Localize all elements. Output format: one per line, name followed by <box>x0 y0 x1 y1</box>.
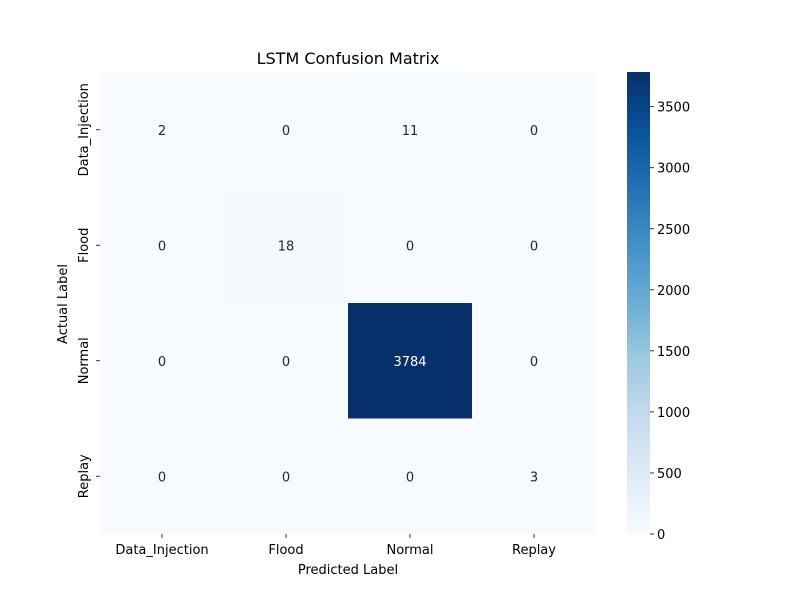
cell-value-label: 0 <box>158 470 166 485</box>
colorbar-tick-label: 3000 <box>657 162 690 177</box>
heatmap-cell <box>472 303 597 419</box>
cell-value-label: 0 <box>158 239 166 254</box>
colorbar-tick-label: 1500 <box>657 345 690 360</box>
colorbar <box>627 72 650 534</box>
cell-value-label: 3 <box>530 470 538 485</box>
heatmap-cell <box>348 72 473 188</box>
heatmap-cell <box>224 187 349 304</box>
y-tick-label: Replay <box>77 454 92 498</box>
cell-value-label: 0 <box>282 470 290 485</box>
colorbar-tick-label: 2000 <box>657 284 690 299</box>
cell-value-label: 0 <box>530 124 538 139</box>
heatmap-cell <box>472 72 597 188</box>
cell-value-label: 11 <box>402 124 419 139</box>
x-axis-label: Predicted Label <box>298 563 398 578</box>
x-tick-label: Replay <box>512 543 556 558</box>
colorbar-tick-label: 1000 <box>657 406 690 421</box>
x-tick-label: Flood <box>268 543 303 558</box>
heatmap-cell <box>100 303 225 419</box>
heatmap-cell <box>224 418 349 535</box>
cell-value-label: 18 <box>278 239 295 254</box>
y-tick-label: Data_Injection <box>77 83 92 176</box>
heatmap-cell <box>472 418 597 535</box>
x-tick-label: Normal <box>386 543 433 558</box>
heatmap-cells <box>100 72 597 535</box>
cell-value-label: 0 <box>406 239 414 254</box>
heatmap-cell <box>100 187 225 304</box>
colorbar-ticks: 0 500 1000 1500 2000 2500 3000 3500 <box>650 101 690 543</box>
heatmap-cell <box>348 418 473 535</box>
colorbar-tick-label: 500 <box>657 467 682 482</box>
x-tick-label: Data_Injection <box>115 543 208 558</box>
y-tick-label: Normal <box>77 337 92 384</box>
colorbar-tick-label: 2500 <box>657 223 690 238</box>
y-tick-label: Flood <box>77 228 92 263</box>
colorbar-tick-label: 0 <box>657 528 665 543</box>
cell-value-label: 0 <box>406 470 414 485</box>
cell-value-label: 0 <box>530 239 538 254</box>
y-axis-ticks: Data_Injection Flood Normal Replay <box>77 83 100 498</box>
cell-value-label: 0 <box>282 124 290 139</box>
cell-value-label: 0 <box>530 355 538 370</box>
heatmap-cell <box>224 303 349 419</box>
cell-value-label: 3784 <box>393 355 426 370</box>
colorbar-tick-label: 3500 <box>657 101 690 116</box>
x-axis-ticks: Data_Injection Flood Normal Replay <box>115 534 556 558</box>
cell-value-label: 0 <box>282 355 290 370</box>
cell-value-label: 2 <box>158 124 166 139</box>
heatmap-cell <box>472 187 597 304</box>
heatmap-cell <box>348 303 473 419</box>
cell-value-label: 0 <box>158 355 166 370</box>
heatmap-cell <box>224 72 349 188</box>
heatmap-cell-labels: 2 0 11 0 0 18 0 0 0 0 3784 0 0 0 0 3 <box>158 124 538 486</box>
heatmap-cell <box>100 72 225 188</box>
heatmap-cell <box>100 418 225 535</box>
heatmap-cell <box>348 187 473 304</box>
chart-title: LSTM Confusion Matrix <box>257 49 440 68</box>
y-axis-label: Actual Label <box>56 264 71 344</box>
